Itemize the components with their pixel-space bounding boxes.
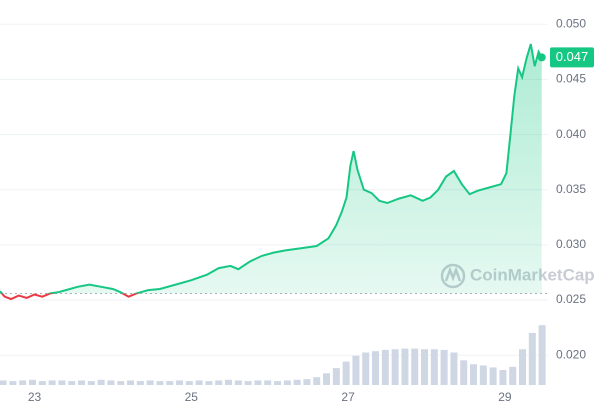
- volume-bar: [470, 364, 478, 385]
- volume-bar: [372, 351, 380, 385]
- volume-bar: [254, 380, 262, 385]
- volume-bar: [489, 367, 497, 385]
- price-tag: [550, 47, 594, 68]
- volume-bar: [195, 380, 203, 385]
- volume-bar: [528, 333, 536, 385]
- volume-bar: [78, 380, 86, 385]
- volume-bar: [274, 381, 282, 385]
- volume-bar: [156, 381, 164, 385]
- volume-bar: [244, 381, 252, 385]
- volume-bar: [9, 381, 17, 385]
- volume-bar: [146, 380, 154, 385]
- volume-bar: [519, 349, 527, 385]
- volume-bar: [391, 349, 399, 385]
- y-tick-label: 0.045: [556, 72, 586, 86]
- price-area: [0, 44, 542, 294]
- volume-bar: [293, 379, 301, 385]
- y-tick-label: 0.020: [556, 347, 586, 361]
- x-tick-label: 27: [341, 390, 355, 404]
- volume-bar: [460, 360, 468, 385]
- volume-bar: [29, 379, 37, 385]
- x-tick-label: 29: [498, 390, 512, 404]
- volume-bar: [19, 380, 27, 385]
- volume-bar: [127, 380, 135, 385]
- volume-bar: [87, 381, 95, 385]
- volume-bar: [264, 380, 272, 385]
- volume-bar: [97, 379, 105, 385]
- volume-bar: [421, 349, 429, 385]
- volume-bar: [136, 381, 144, 385]
- x-tick-label: 23: [28, 390, 42, 404]
- volume-bar: [283, 380, 291, 385]
- volume-bar: [430, 349, 438, 385]
- y-tick-label: 0.050: [556, 16, 586, 30]
- x-tick-label: 25: [185, 390, 199, 404]
- volume-bar: [509, 366, 517, 385]
- y-tick-label: 0.030: [556, 237, 586, 251]
- volume-bar: [342, 361, 350, 385]
- price-tag-label: 0.047: [556, 49, 589, 64]
- volume-bar: [381, 349, 389, 385]
- volume-bar: [323, 373, 331, 385]
- volume-bar: [440, 349, 448, 385]
- volume-bar: [58, 380, 66, 385]
- volume-bar: [205, 381, 213, 385]
- volume-bar: [411, 348, 419, 385]
- volume-bar: [176, 380, 184, 385]
- volume-bar: [68, 381, 76, 385]
- volume-bar: [352, 355, 360, 385]
- volume-bar: [107, 380, 115, 385]
- volume-bar: [38, 381, 46, 385]
- volume-bar: [117, 381, 125, 385]
- volume-bar: [166, 381, 174, 385]
- volume-bar: [215, 380, 223, 385]
- volume-bar: [0, 380, 7, 385]
- volume-bar: [185, 381, 193, 385]
- volume-bar: [225, 379, 233, 385]
- volume-bar: [479, 365, 487, 385]
- volume-bar: [332, 368, 340, 385]
- y-tick-label: 0.025: [556, 292, 586, 306]
- price-line: [0, 43, 543, 294]
- volume-bar: [303, 379, 311, 385]
- y-tick-label: 0.040: [556, 127, 586, 141]
- volume-bar: [234, 380, 242, 385]
- last-point: [537, 53, 546, 62]
- volume-bar: [313, 377, 321, 385]
- y-tick-label: 0.035: [556, 182, 586, 196]
- volume-bar: [401, 348, 409, 385]
- volume-bar: [362, 352, 370, 385]
- volume-bar: [48, 380, 56, 385]
- volume-bar: [499, 370, 507, 385]
- volume-bar: [450, 352, 458, 385]
- volume-bar: [538, 325, 546, 385]
